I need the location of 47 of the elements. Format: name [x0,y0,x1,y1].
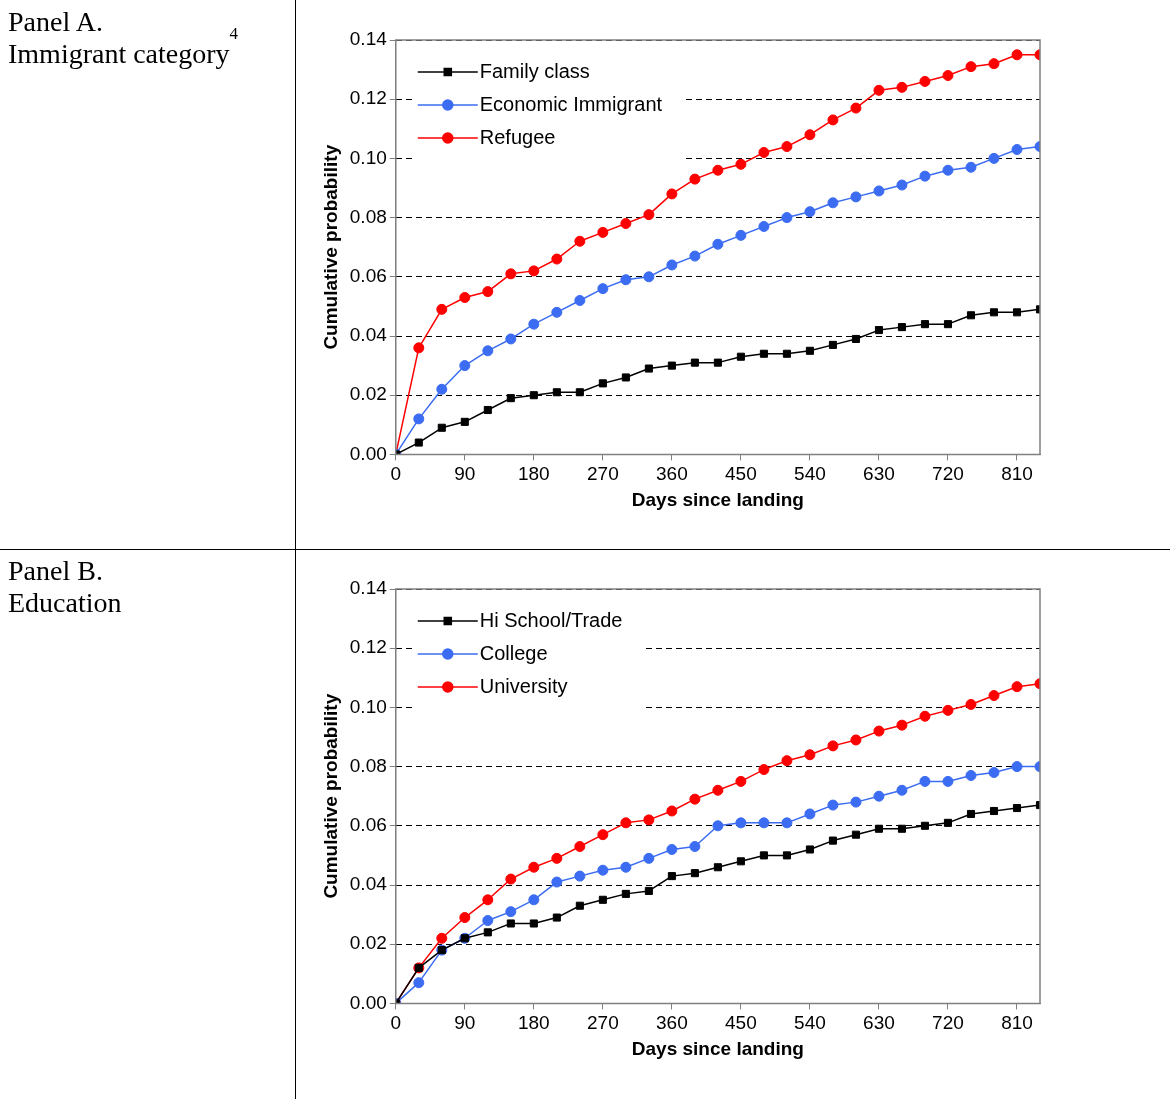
y-tick-label: 0.08 [349,754,387,776]
x-tick-label: 180 [517,463,550,485]
x-axis-title: Days since landing [631,488,804,510]
y-tick-label: 0.12 [349,636,387,658]
y-axis-title: Cumulative probability [319,144,341,350]
legend-label: Hi School/Trade [479,608,623,631]
x-tick-label: 720 [932,1012,964,1034]
y-tick-label: 0.12 [349,87,387,109]
y-tick-label: 0.08 [349,205,387,227]
x-tick-label: 0 [390,463,402,485]
y-tick-label: 0.00 [349,991,387,1013]
x-tick-label: 90 [454,1012,476,1034]
x-tick-label: 540 [794,1012,826,1034]
x-tick-label: 810 [1001,1012,1033,1034]
y-tick-label: 0.02 [349,383,387,405]
y-tick-label: 0.00 [349,442,387,464]
legend-label: Refugee [479,125,556,148]
y-tick-label: 0.14 [349,577,388,599]
x-tick-label: 540 [794,463,826,485]
text: Panel B. Education [8,555,123,619]
legend-label: College [479,641,548,664]
y-tick-label: 0.06 [349,814,387,836]
x-tick-label: 0 [390,1012,402,1034]
x-tick-label: 720 [932,463,964,485]
x-tick-label: 270 [587,463,619,485]
y-tick-label: 0.04 [349,324,388,346]
x-tick-label: 270 [587,1012,619,1034]
x-tick-label: 810 [1001,463,1033,485]
x-tick-label: 360 [656,1012,688,1034]
y-axis-title: Cumulative probability [319,693,341,899]
y-tick-label: 0.14 [349,28,388,50]
x-tick-label: 180 [517,1012,550,1034]
x-tick-label: 630 [863,1012,895,1034]
legend-label: Family class [479,59,590,82]
x-tick-label: 450 [725,463,757,485]
x-tick-label: 90 [454,463,476,485]
y-tick-label: 0.06 [349,265,387,287]
y-tick-label: 0.10 [349,146,387,168]
legend-label: Economic Immigrant [479,92,663,115]
x-tick-label: 630 [863,463,895,485]
x-axis-title: Days since landing [631,1037,804,1059]
x-tick-label: 360 [656,463,688,485]
legend-label: University [479,674,568,697]
y-tick-label: 0.04 [349,873,388,895]
y-tick-label: 0.10 [349,695,387,717]
y-tick-label: 0.02 [349,932,387,954]
x-tick-label: 450 [725,1012,757,1034]
